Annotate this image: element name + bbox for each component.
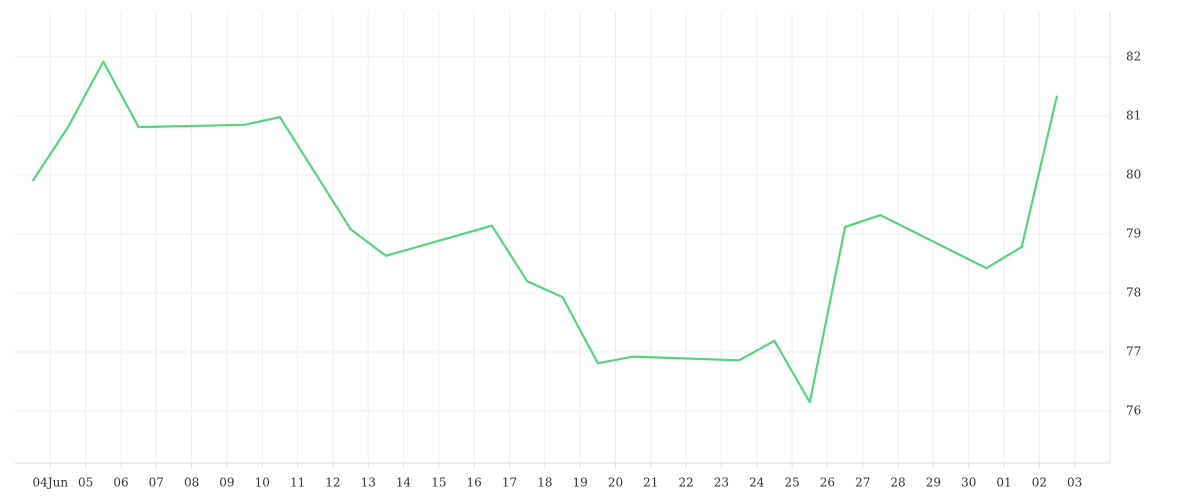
x-tick-label: 27: [855, 476, 870, 490]
y-tick-label: 80: [1126, 167, 1141, 181]
y-tick-label: 78: [1126, 285, 1141, 299]
y-tick-label: 81: [1126, 108, 1141, 122]
x-tick-label: 08: [184, 476, 199, 490]
x-tick-label: 21: [643, 476, 658, 490]
x-tick-label: 26: [820, 476, 835, 490]
x-tick-label: 28: [890, 476, 905, 490]
x-tick-label: 17: [502, 476, 517, 490]
x-tick-label: 29: [926, 476, 941, 490]
x-tick-label: 10: [255, 476, 270, 490]
x-tick-label: 19: [573, 476, 588, 490]
y-tick-label: 77: [1126, 345, 1141, 359]
x-tick-label: 12: [325, 476, 340, 490]
x-tick-label: 14: [396, 476, 412, 490]
price-line: [31, 60, 1059, 404]
x-tick-label: 20: [608, 476, 623, 490]
y-tick-label: 82: [1126, 49, 1141, 63]
x-tick-label: 25: [784, 476, 799, 490]
x-tick-label: 06: [113, 476, 128, 490]
x-tick-label: 30: [961, 476, 976, 490]
x-tick-label: 04Jun: [33, 476, 69, 490]
x-tick-label: 07: [149, 476, 164, 490]
x-tick-label: 15: [431, 476, 446, 490]
x-tick-label: 23: [714, 476, 729, 490]
x-tick-label: 18: [537, 476, 552, 490]
x-tick-label: 02: [1032, 476, 1047, 490]
x-tick-label: 24: [749, 476, 765, 490]
x-tick-label: 09: [219, 476, 234, 490]
y-tick-label: 79: [1126, 226, 1141, 240]
x-tick-label: 11: [290, 476, 305, 490]
x-tick-label: 05: [78, 476, 93, 490]
x-tick-label: 16: [467, 476, 482, 490]
x-tick-label: 22: [678, 476, 693, 490]
x-tick-label: 03: [1067, 476, 1082, 490]
x-tick-label: 13: [361, 476, 376, 490]
y-tick-label: 76: [1126, 404, 1141, 418]
x-tick-label: 01: [996, 476, 1011, 490]
